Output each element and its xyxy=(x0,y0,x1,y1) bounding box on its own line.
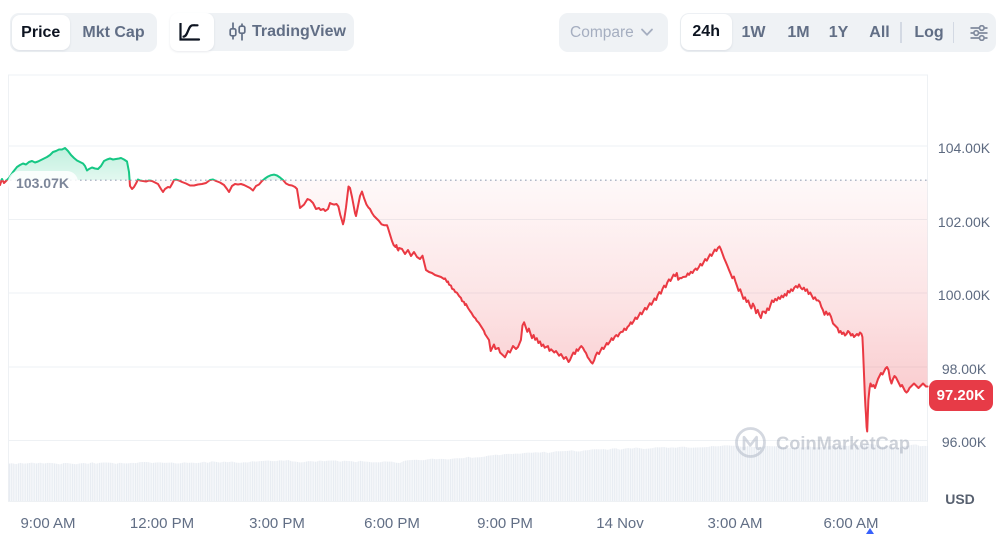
svg-text:CoinMarketCap: CoinMarketCap xyxy=(776,433,910,454)
